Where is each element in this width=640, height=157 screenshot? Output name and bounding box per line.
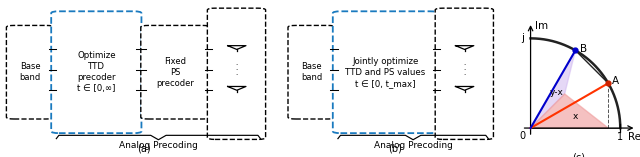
FancyBboxPatch shape [141,25,210,119]
Text: A: A [612,76,619,86]
FancyBboxPatch shape [435,8,493,139]
Polygon shape [531,50,575,128]
Text: Fixed
PS
precoder: Fixed PS precoder [156,57,195,88]
Polygon shape [531,94,608,128]
Text: ·
·
·: · · · [236,62,238,78]
Text: B: B [580,44,587,54]
Text: Jointly optimize
TTD and PS values
t ∈ [0, t_max]: Jointly optimize TTD and PS values t ∈ [… [345,57,426,88]
Text: Analog Precoding: Analog Precoding [374,141,452,150]
Text: (c): (c) [572,152,585,157]
Text: ·
·
·: · · · [463,62,466,78]
Text: (b): (b) [388,144,403,154]
FancyBboxPatch shape [333,11,438,133]
FancyBboxPatch shape [6,25,54,119]
Text: Base
band: Base band [19,62,41,82]
Text: Im: Im [535,21,548,31]
Text: Optimize
TTD
precoder
t ∈ [0,∞]: Optimize TTD precoder t ∈ [0,∞] [77,51,116,93]
Text: j: j [521,33,524,43]
Text: 0: 0 [520,131,525,141]
Text: y-x: y-x [550,88,564,97]
Text: 1: 1 [617,132,623,142]
Text: Base
band: Base band [301,62,323,82]
Text: x: x [573,112,578,121]
Text: (a): (a) [137,144,151,154]
Text: Re: Re [628,132,640,142]
Text: Analog Precoding: Analog Precoding [119,141,198,150]
FancyBboxPatch shape [288,25,335,119]
FancyBboxPatch shape [207,8,266,139]
FancyBboxPatch shape [51,11,141,133]
